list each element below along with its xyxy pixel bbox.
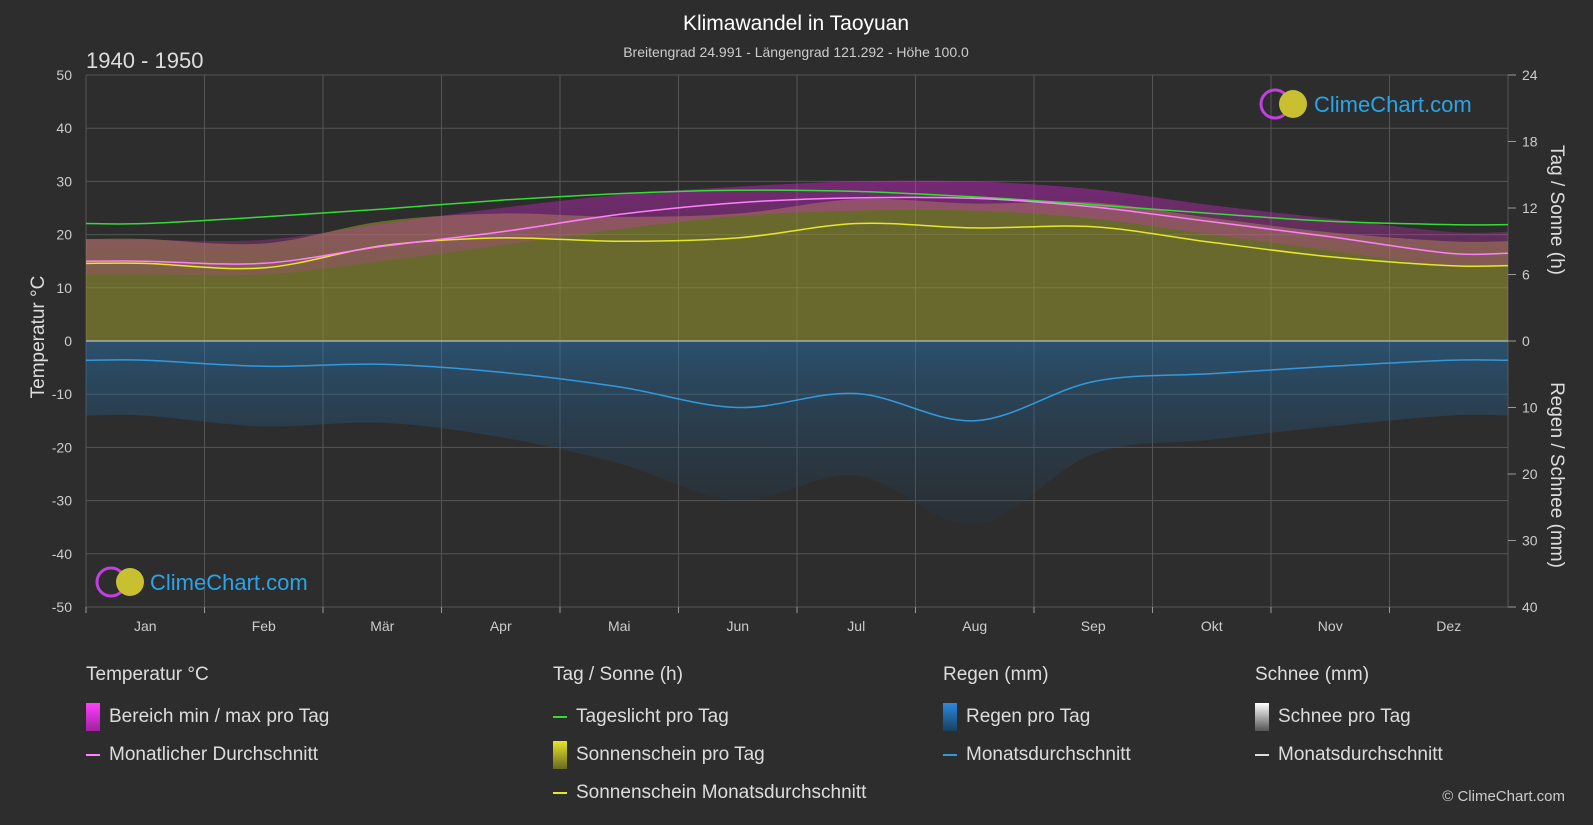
left-tick-label: 0: [64, 333, 72, 349]
logo-sun-icon: [116, 568, 144, 596]
legend-title: Tag / Sonne (h): [553, 664, 683, 685]
x-tick-label: Jun: [726, 618, 749, 634]
x-tick-label: Jul: [847, 618, 865, 634]
right-axis-label-bottom: Regen / Schnee (mm): [1546, 382, 1567, 568]
sunshine-avg-line: [85, 222, 1509, 270]
legend-title: Regen (mm): [943, 664, 1049, 685]
x-tick-label: Okt: [1201, 618, 1223, 634]
right-top-tick-label: 12: [1522, 200, 1538, 216]
right-top-tick-label: 0: [1522, 333, 1530, 349]
legend-item: Monatlicher Durchschnitt: [86, 736, 329, 774]
watermark-top: ClimeChart.com: [1259, 88, 1472, 120]
x-tick-label: Dez: [1436, 618, 1461, 634]
snow-avg-swatch: [1255, 754, 1269, 756]
rain-area: [86, 341, 1508, 525]
rain-swatch: [943, 703, 957, 731]
left-tick-label: -50: [52, 599, 72, 615]
copyright: © ClimeChart.com: [1442, 788, 1565, 805]
left-tick-label: 10: [56, 280, 72, 296]
legend-item: Monatsdurchschnitt: [943, 736, 1131, 774]
right-axis-label-top: Tag / Sonne (h): [1546, 145, 1567, 275]
legend-label: Schnee pro Tag: [1278, 706, 1411, 727]
rain-avg-line: [85, 359, 1509, 422]
left-tick-label: -30: [52, 493, 72, 509]
period-label: 1940 - 1950: [86, 48, 203, 73]
legend-item: Schnee pro Tag: [1255, 698, 1443, 736]
x-tick-label: Mär: [370, 618, 394, 634]
snow-swatch: [1255, 703, 1269, 731]
left-tick-label: 40: [56, 120, 72, 136]
legend-label: Sonnenschein Monatsdurchschnitt: [576, 782, 867, 803]
legend-group-sun: Tag / Sonne (h) Tageslicht pro Tag Sonne…: [553, 660, 866, 812]
legend: Temperatur °C Bereich min / max pro Tag …: [0, 660, 1593, 820]
legend-item: Regen pro Tag: [943, 698, 1131, 736]
logo-sun-icon: [1279, 90, 1307, 118]
right-top-tick-label: 18: [1522, 134, 1538, 150]
x-tick-label: Apr: [490, 618, 512, 634]
climate-chart: Klimawandel in Taoyuan Breitengrad 24.99…: [28, 12, 1567, 634]
legend-label: Regen pro Tag: [966, 706, 1091, 727]
sunshine-swatch: [553, 741, 567, 769]
right-bottom-tick-label: 30: [1522, 533, 1538, 549]
sunshine-avg-swatch: [553, 792, 567, 794]
left-tick-label: 50: [56, 67, 72, 83]
left-tick-label: -20: [52, 439, 72, 455]
legend-item: Sonnenschein Monatsdurchschnitt: [553, 774, 866, 812]
daylight-swatch: [553, 716, 567, 718]
series-lines: [85, 189, 1509, 422]
legend-group-rain: Regen (mm) Regen pro Tag Monatsdurchschn…: [943, 660, 1131, 774]
x-tick-label: Sep: [1081, 618, 1106, 634]
legend-group-snow: Schnee (mm) Schnee pro Tag Monatsdurchsc…: [1255, 660, 1443, 774]
legend-item: Tageslicht pro Tag: [553, 698, 866, 736]
x-tick-label: Aug: [962, 618, 987, 634]
legend-label: Tageslicht pro Tag: [576, 706, 729, 727]
legend-label: Monatsdurchschnitt: [1278, 744, 1443, 765]
left-tick-label: 30: [56, 173, 72, 189]
daylight-line: [85, 189, 1509, 226]
right-bottom-tick-label: 20: [1522, 466, 1538, 482]
watermark-bottom: ClimeChart.com: [95, 566, 308, 598]
temperature-range-area: [86, 180, 1508, 276]
legend-label: Sonnenschein pro Tag: [576, 744, 765, 765]
legend-item: Bereich min / max pro Tag: [86, 698, 329, 736]
left-tick-label: -40: [52, 546, 72, 562]
axis-ticks: 50 40 30 20 10 0 -10 -20 -30 -40 -50 24 18 12 6 0 10 20 30…: [52, 67, 1538, 634]
watermark-text: ClimeChart.com: [150, 570, 308, 595]
x-tick-label: Nov: [1318, 618, 1343, 634]
rain-fill: [86, 341, 1508, 525]
legend-label: Monatlicher Durchschnitt: [109, 744, 319, 765]
rain-avg-swatch: [943, 754, 957, 756]
x-tick-label: Feb: [252, 618, 276, 634]
legend-title: Temperatur °C: [86, 664, 209, 685]
right-top-tick-label: 24: [1522, 67, 1538, 83]
left-tick-label: 20: [56, 227, 72, 243]
chart-title: Klimawandel in Taoyuan: [683, 12, 909, 35]
legend-label: Bereich min / max pro Tag: [109, 706, 330, 727]
left-axis-label: Temperatur °C: [28, 276, 49, 399]
temp-avg-swatch: [86, 754, 100, 756]
legend-item: Monatsdurchschnitt: [1255, 736, 1443, 774]
legend-item: Sonnenschein pro Tag: [553, 736, 866, 774]
watermark-text: ClimeChart.com: [1314, 92, 1472, 117]
chart-subtitle: Breitengrad 24.991 - Längengrad 121.292 …: [623, 44, 969, 60]
temp-range-band: [86, 180, 1508, 276]
legend-title: Schnee (mm): [1255, 664, 1370, 685]
right-top-tick-label: 6: [1522, 267, 1530, 283]
legend-label: Monatsdurchschnitt: [966, 744, 1131, 765]
temp-avg-line: [85, 196, 1509, 265]
left-tick-label: -10: [52, 386, 72, 402]
right-bottom-tick-label: 40: [1522, 599, 1538, 615]
right-bottom-tick-label: 10: [1522, 400, 1538, 416]
temp-range-swatch: [86, 703, 100, 731]
x-tick-label: Jan: [134, 618, 157, 634]
x-tick-label: Mai: [608, 618, 631, 634]
legend-group-temperature: Temperatur °C Bereich min / max pro Tag …: [86, 660, 329, 774]
